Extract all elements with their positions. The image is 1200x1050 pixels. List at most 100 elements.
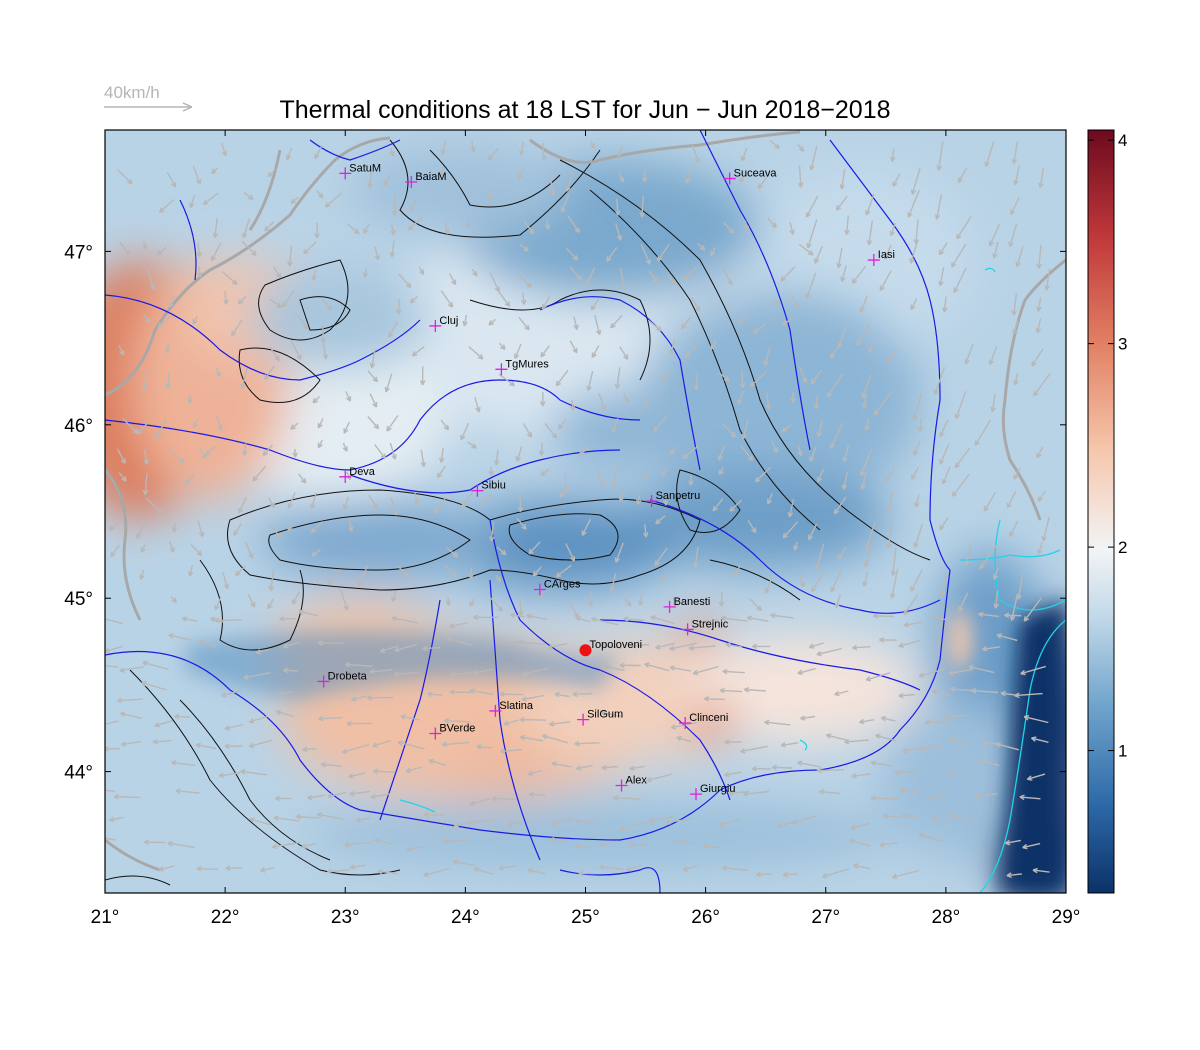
wind-vector — [1004, 839, 1021, 846]
wind-vector — [110, 544, 120, 558]
wind-vector — [865, 193, 875, 216]
city-label: Iasi — [878, 249, 895, 261]
city-marker-cross — [339, 167, 352, 180]
wind-vector — [391, 195, 398, 216]
longitude-axis: 21° 22° 23° 24° 25° 26° 27° 28° 29° — [91, 130, 1080, 928]
wind-vector — [741, 418, 749, 440]
wind-vector — [446, 636, 473, 647]
wind-vector — [859, 718, 875, 725]
wind-vector — [1037, 490, 1046, 502]
wind-vector — [384, 373, 393, 393]
wind-vector — [273, 266, 282, 279]
wind-vector — [974, 419, 992, 446]
wind-vector — [105, 618, 123, 625]
wind-vector — [105, 789, 116, 793]
wind-vector — [710, 246, 716, 257]
wind-vector — [558, 489, 567, 498]
wind-vector — [214, 597, 222, 611]
wind-vector — [497, 290, 511, 307]
wind-vector — [816, 767, 844, 774]
wind-vector — [601, 764, 619, 771]
wind-vector — [891, 869, 920, 880]
wind-vector — [290, 196, 299, 205]
wind-vector — [816, 420, 824, 438]
wind-vector — [968, 664, 995, 674]
wind-vector — [121, 740, 142, 747]
wind-vector — [518, 141, 525, 156]
wind-vector — [977, 758, 1000, 767]
wind-vector — [852, 644, 871, 651]
city-label: CArges — [544, 579, 581, 591]
wind-vector — [995, 742, 1019, 751]
wind-vector — [948, 770, 975, 777]
wind-vector — [267, 598, 275, 610]
wind-scale-arrowhead — [182, 102, 193, 112]
wind-vector — [839, 169, 846, 190]
wind-vector — [1013, 165, 1020, 186]
wind-vector — [383, 174, 392, 187]
wind-vector — [498, 373, 515, 387]
wind-vector — [349, 864, 366, 870]
city-silgum: SilGum — [577, 709, 623, 726]
wind-vector — [302, 746, 317, 753]
wind-vector — [357, 565, 368, 587]
wind-vector — [467, 441, 477, 449]
wind-vector — [932, 614, 950, 622]
wind-vector — [156, 418, 168, 438]
wind-vector — [938, 267, 945, 287]
wind-vector — [739, 169, 751, 183]
wind-vector — [809, 145, 818, 171]
wind-vector — [829, 422, 844, 449]
wind-vector — [168, 541, 175, 553]
wind-vector — [274, 795, 292, 802]
wind-vector — [890, 548, 897, 576]
wind-vector — [260, 866, 275, 873]
wind-vector — [591, 345, 600, 358]
wind-vector — [211, 242, 222, 262]
wind-vector — [864, 521, 876, 550]
wind-vector — [798, 243, 814, 256]
wind-vector — [810, 369, 822, 385]
wind-vector — [369, 349, 376, 369]
wind-vector — [907, 189, 920, 218]
wind-vector — [613, 795, 641, 801]
wind-vector — [733, 565, 741, 578]
wind-vector — [405, 766, 423, 774]
city-label: BaiaM — [415, 171, 446, 183]
wind-vector — [724, 771, 742, 778]
wind-vector — [688, 645, 716, 651]
wind-vector — [884, 244, 892, 260]
city-topoloveni: Topoloveni — [579, 639, 642, 657]
wind-vector — [682, 865, 698, 872]
wind-vector — [311, 548, 321, 557]
wind-vector — [282, 641, 300, 649]
wind-vector — [268, 569, 275, 592]
wind-vector — [469, 798, 491, 806]
wind-vector — [1022, 842, 1041, 850]
wind-vector — [567, 215, 580, 234]
wind-vector — [770, 612, 794, 619]
wind-vector — [509, 612, 525, 619]
wind-vector — [1037, 541, 1043, 555]
map-panel: SatuM BaiaM Suceava Iasi Cluj TgMures Deva Sibi… — [105, 130, 1066, 893]
wind-vector — [821, 868, 850, 879]
wind-vector — [374, 246, 380, 261]
wind-vector — [856, 323, 871, 346]
lat-tick-label: 46° — [64, 416, 93, 437]
wind-vector — [452, 859, 475, 867]
wind-vector — [198, 639, 217, 648]
wind-vector — [143, 449, 150, 465]
wind-vector — [184, 473, 195, 486]
wind-vector — [423, 867, 450, 878]
wind-vector — [769, 140, 781, 149]
wind-vector — [498, 342, 506, 351]
wind-vector — [884, 468, 896, 483]
city-label: Cluj — [439, 315, 458, 327]
wind-vector — [889, 568, 899, 599]
wind-vector — [1036, 296, 1042, 312]
wind-vector — [717, 371, 730, 382]
lon-tick-label: 21° — [91, 907, 120, 928]
wind-vector — [1030, 736, 1049, 743]
wind-vector — [528, 541, 541, 555]
wind-vector — [585, 267, 596, 287]
